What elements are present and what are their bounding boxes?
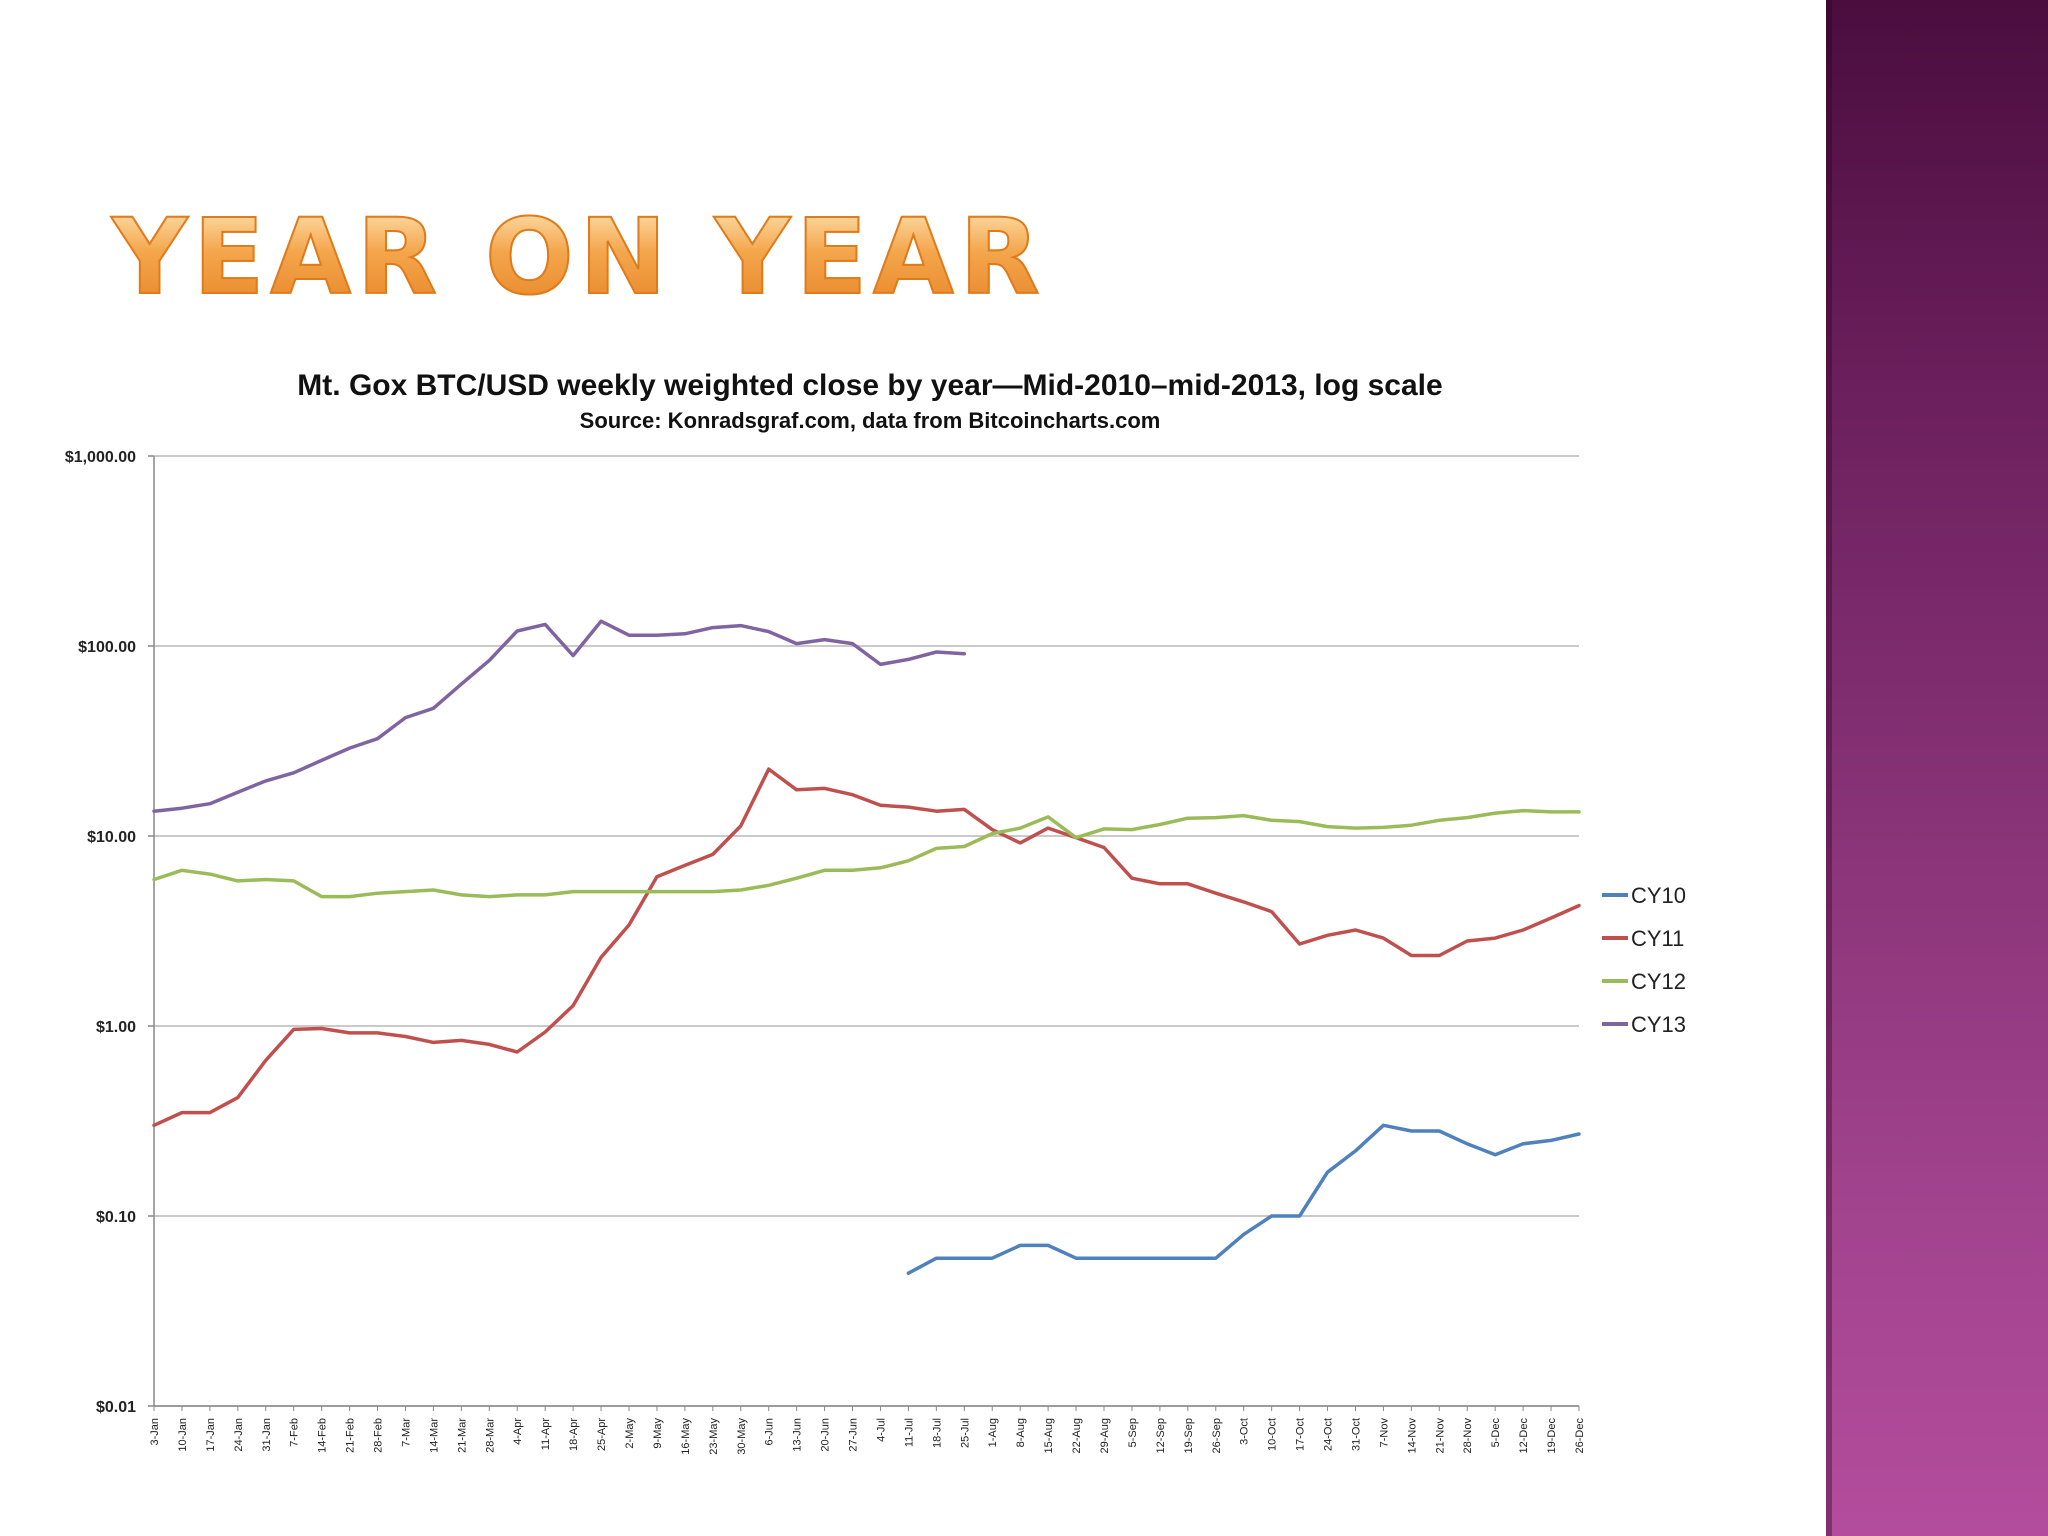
legend-label-cy12: CY12 — [1631, 969, 1686, 994]
series-line-cy13 — [152, 619, 967, 813]
legend-label-cy10: CY10 — [1631, 883, 1686, 908]
series-lines — [152, 619, 1581, 1275]
x-tick-label: 19-Dec — [1546, 1418, 1558, 1454]
x-tick-label: 4-Jul — [875, 1418, 887, 1442]
x-tick-label: 14-Feb — [317, 1418, 329, 1453]
x-tick-label: 12-Dec — [1518, 1418, 1530, 1454]
x-tick-label: 5-Sep — [1127, 1418, 1139, 1447]
x-tick-label: 11-Apr — [540, 1418, 552, 1451]
series-line-cy11 — [152, 767, 1581, 1128]
x-tick-label: 7-Mar — [400, 1418, 412, 1447]
x-tick-label: 20-Jun — [820, 1418, 832, 1452]
x-tick-label: 1-Aug — [987, 1418, 999, 1447]
legend-label-cy11: CY11 — [1631, 926, 1684, 951]
x-tick-label: 31-Jan — [261, 1418, 273, 1452]
x-tick-label: 25-Apr — [596, 1418, 608, 1451]
y-tick-label: $100.00 — [78, 639, 136, 656]
x-tick-label: 26-Sep — [1211, 1418, 1223, 1453]
y-tick-label: $1.00 — [96, 1019, 136, 1036]
x-tick-label: 10-Oct — [1267, 1418, 1279, 1451]
x-tick-label: 3-Jan — [149, 1418, 161, 1446]
x-tick-label: 15-Aug — [1043, 1418, 1055, 1453]
x-tick-label: 28-Mar — [484, 1418, 496, 1453]
x-tick-label: 19-Sep — [1183, 1418, 1195, 1453]
x-tick-label: 5-Dec — [1490, 1418, 1502, 1448]
side-decoration-band — [1826, 0, 2048, 1536]
x-tick-label: 7-Nov — [1378, 1418, 1390, 1448]
slide-title: YEAR ON YEAR — [111, 196, 1046, 318]
x-tick-label: 11-Jul — [903, 1418, 915, 1447]
chart-title: Mt. Gox BTC/USD weekly weighted close by… — [297, 369, 1442, 402]
x-tick-label: 14-Mar — [428, 1418, 440, 1453]
y-tick-label: $0.01 — [96, 1399, 136, 1416]
x-tick-label: 18-Jul — [931, 1418, 943, 1448]
x-tick-label: 24-Oct — [1323, 1418, 1335, 1451]
x-tick-label: 17-Oct — [1295, 1418, 1307, 1451]
y-tick-label: $0.10 — [96, 1209, 136, 1226]
x-tick-label: 24-Jan — [233, 1418, 245, 1452]
x-tick-label: 30-May — [736, 1418, 748, 1455]
y-tick-label: $10.00 — [87, 829, 136, 846]
x-tick-label: 28-Nov — [1462, 1418, 1474, 1454]
x-tick-label: 6-Jun — [764, 1418, 776, 1446]
x-tick-label: 9-May — [652, 1418, 664, 1449]
x-tick-label: 13-Jun — [792, 1418, 804, 1452]
x-axis-ticks: 3-Jan 10-Jan 17-Jan 24-Jan 31-Jan 7-Feb 14-Feb… — [149, 1406, 1586, 1455]
x-tick-label: 12-Sep — [1155, 1418, 1167, 1453]
x-tick-label: 7-Feb — [289, 1418, 301, 1447]
x-tick-label: 17-Jan — [205, 1418, 217, 1452]
x-tick-label: 25-Jul — [959, 1418, 971, 1448]
x-tick-label: 23-May — [708, 1418, 720, 1455]
x-tick-label: 4-Apr — [512, 1418, 524, 1445]
series-line-cy12 — [152, 808, 1581, 899]
series-line-cy10 — [906, 1123, 1581, 1275]
grid-lines — [154, 455, 1579, 1407]
x-tick-label: 14-Nov — [1406, 1418, 1418, 1454]
axes — [153, 456, 1579, 1407]
legend: CY10 CY11 CY12 CY13 — [1602, 883, 1686, 1037]
y-tick-label: $1,000.00 — [65, 449, 136, 466]
x-tick-label: 22-Aug — [1071, 1418, 1083, 1453]
y-axis-ticks: $1,000.00 $100.00 $10.00 $1.00 $0.10 $0.01 — [65, 449, 154, 1416]
x-tick-label: 2-May — [624, 1418, 636, 1449]
x-tick-label: 3-Oct — [1239, 1418, 1251, 1445]
x-tick-label: 16-May — [680, 1418, 692, 1455]
x-tick-label: 28-Feb — [373, 1418, 385, 1453]
x-tick-label: 31-Oct — [1350, 1418, 1362, 1451]
chart-subtitle: Source: Konradsgraf.com, data from Bitco… — [580, 408, 1161, 433]
x-tick-label: 10-Jan — [177, 1418, 189, 1452]
x-tick-label: 8-Aug — [1015, 1418, 1027, 1447]
x-tick-label: 21-Nov — [1434, 1418, 1446, 1454]
x-tick-label: 21-Mar — [456, 1418, 468, 1453]
x-tick-label: 21-Feb — [345, 1418, 357, 1453]
x-tick-label: 29-Aug — [1099, 1418, 1111, 1453]
x-tick-label: 27-Jun — [848, 1418, 860, 1452]
x-tick-label: 18-Apr — [568, 1418, 580, 1451]
x-tick-label: 26-Dec — [1574, 1418, 1586, 1454]
legend-label-cy13: CY13 — [1631, 1012, 1686, 1037]
